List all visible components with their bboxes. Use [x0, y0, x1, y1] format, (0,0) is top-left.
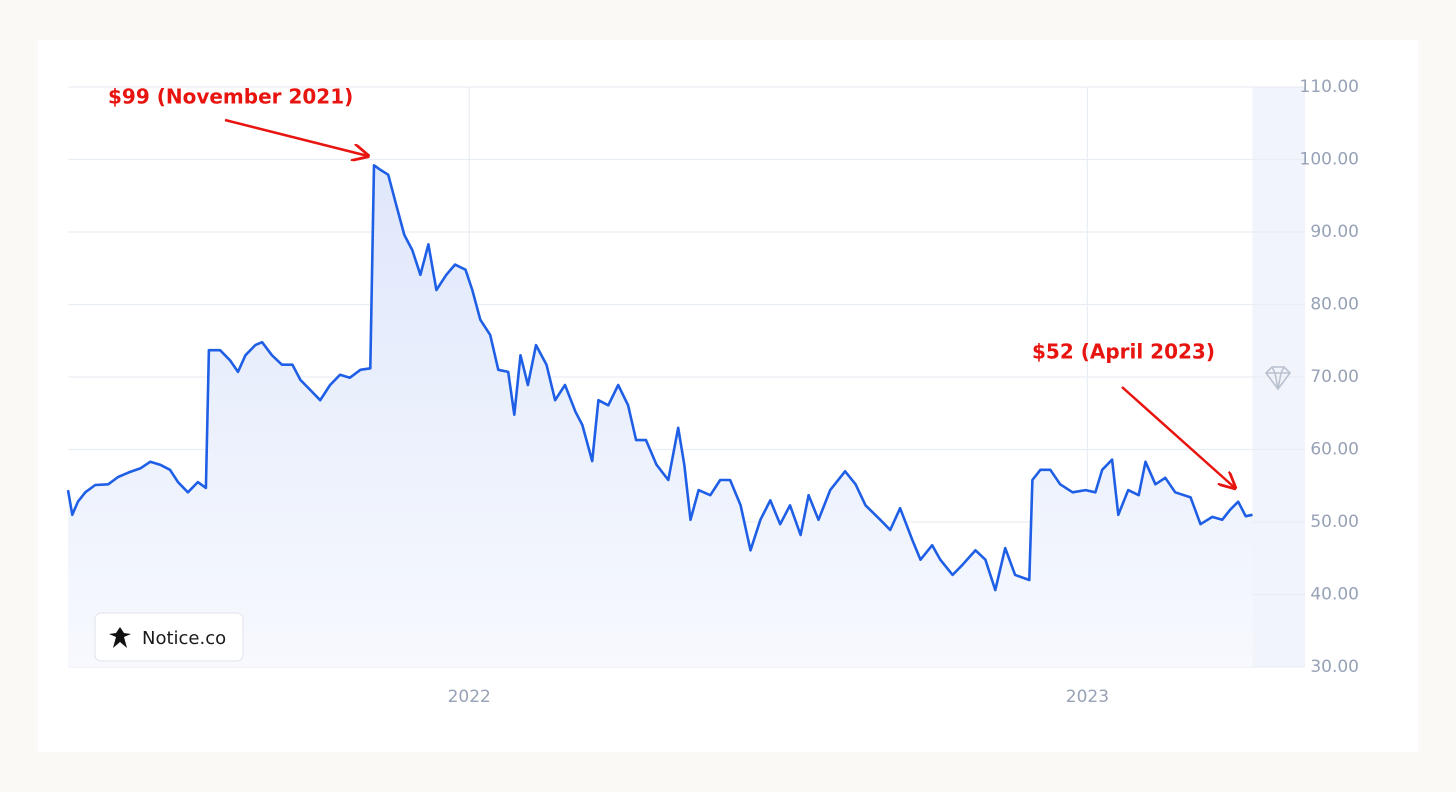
plot	[66, 164, 1253, 668]
area-fill	[68, 165, 1253, 668]
annotation: $52 (April 2023)	[1032, 340, 1215, 364]
price-line	[66, 164, 1253, 592]
watermark: Notice.co	[94, 612, 244, 662]
y-tick-label: 110.00	[1300, 77, 1359, 97]
y-tick-label: 70.00	[1310, 367, 1359, 387]
y-tick-label: 30.00	[1310, 657, 1359, 677]
annotation: $99 (November 2021)	[108, 85, 353, 109]
y-tick-label: 60.00	[1310, 440, 1359, 460]
diamond-icon	[1264, 366, 1292, 391]
y-tick-label: 50.00	[1310, 512, 1359, 532]
annotation-arrow	[224, 118, 368, 156]
y-tick-label: 90.00	[1310, 222, 1359, 242]
x-tick-label: 2023	[1066, 687, 1109, 707]
y-tick-label: 100.00	[1300, 150, 1359, 170]
watermark-text: Notice.co	[142, 628, 226, 649]
watermark-icon	[109, 627, 131, 648]
annotation-arrow	[1121, 386, 1235, 488]
y-tick-label: 40.00	[1310, 585, 1359, 605]
y-tick-label: 80.00	[1310, 295, 1359, 315]
axis: 30.00 40.00 50.00 60.00 70.00 80.00 90.00 100.0…	[448, 77, 1359, 707]
x-tick-label: 2022	[448, 687, 491, 707]
watermark-box	[94, 612, 244, 662]
